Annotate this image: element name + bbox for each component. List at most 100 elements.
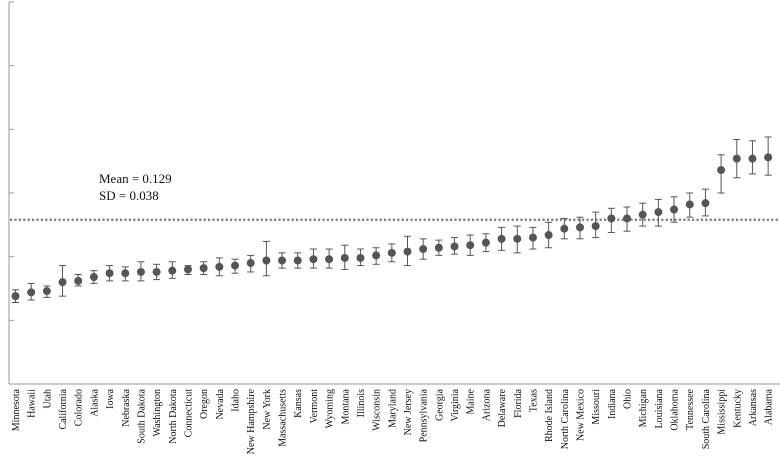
data-point — [403, 247, 412, 256]
data-point — [183, 265, 192, 274]
x-tick-label: Kansas — [293, 389, 304, 418]
data-point — [764, 153, 773, 162]
x-tick-label: California — [58, 388, 69, 429]
x-tick-label: South Dakota — [136, 388, 147, 443]
x-tick-label: Wisconsin — [372, 389, 383, 431]
x-tick-label: Utah — [42, 389, 53, 408]
data-point — [528, 233, 537, 242]
x-tick-label: New Hampshire — [246, 388, 257, 454]
x-tick-label: Vermont — [309, 389, 320, 424]
x-tick-label: Wyoming — [325, 389, 336, 428]
data-point — [638, 210, 647, 219]
x-tick-label: Mississippi — [717, 389, 728, 435]
x-tick-label: Alabama — [764, 388, 775, 425]
data-point — [74, 276, 83, 285]
data-point — [136, 267, 145, 276]
data-point — [215, 262, 224, 271]
data-point — [717, 166, 726, 175]
x-tick-label: Kentucky — [732, 389, 743, 428]
x-tick-label: Iowa — [105, 388, 116, 409]
data-point — [325, 255, 334, 264]
data-point — [434, 243, 443, 252]
data-point — [152, 267, 161, 276]
axes — [8, 1, 780, 385]
x-tick-label: Idaho — [231, 389, 242, 412]
x-tick-label: Oklahoma — [670, 388, 681, 430]
x-tick-label: Maryland — [387, 389, 398, 428]
data-point — [748, 154, 757, 163]
x-tick-label: Georgia — [434, 388, 445, 421]
x-tick-label: Arkansas — [748, 389, 759, 426]
x-tick-label: North Carolina — [560, 388, 571, 449]
data-point — [575, 223, 584, 232]
data-point — [560, 224, 569, 233]
data-point — [231, 261, 240, 270]
x-tick-label: Illinois — [356, 389, 367, 417]
data-point — [309, 255, 318, 264]
data-points — [11, 136, 773, 304]
x-tick-label: Louisiana — [654, 388, 665, 428]
x-tick-label: New Jersey — [403, 389, 414, 435]
x-tick-label: South Carolina — [701, 388, 712, 449]
x-tick-label: Texas — [528, 389, 539, 412]
x-tick-label: Arizona — [481, 388, 492, 421]
data-point — [105, 269, 114, 278]
mean-annotation: Mean = 0.129 — [99, 171, 172, 186]
data-point — [168, 266, 177, 275]
data-point — [419, 245, 428, 254]
x-tick-label: Connecticut — [183, 389, 194, 438]
x-tick-label: Rhode Island — [544, 389, 555, 442]
data-point — [58, 278, 67, 287]
data-point — [670, 205, 679, 214]
data-point — [623, 214, 632, 223]
data-point — [278, 256, 287, 265]
x-tick-label: Hawaii — [27, 389, 38, 418]
data-point — [497, 234, 506, 243]
x-tick-label: Florida — [513, 388, 524, 417]
data-point — [246, 259, 255, 268]
x-tick-label: Nevada — [215, 388, 226, 419]
x-tick-label: Missouri — [591, 389, 602, 425]
data-point — [450, 242, 459, 251]
data-point — [11, 292, 20, 301]
x-tick-label: Minnesota — [11, 388, 22, 431]
data-point — [544, 231, 553, 240]
x-tick-label: Pennsylvania — [419, 388, 430, 442]
data-point — [42, 287, 51, 296]
data-point — [481, 238, 490, 247]
x-tick-label: Delaware — [497, 388, 508, 427]
data-point — [356, 253, 365, 262]
x-tick-label: New York — [262, 389, 273, 430]
x-tick-label: Washington — [152, 389, 163, 437]
sd-annotation: SD = 0.038 — [99, 188, 159, 203]
x-tick-label: Virginia — [450, 388, 461, 421]
x-tick-label: Colorado — [74, 389, 85, 426]
x-tick-label: Ohio — [623, 389, 634, 409]
x-tick-label: Oregon — [199, 389, 210, 419]
data-point — [591, 222, 600, 231]
data-point — [340, 253, 349, 262]
x-tick-label: Maine — [466, 388, 477, 414]
data-point — [732, 154, 741, 163]
data-point — [607, 214, 616, 223]
data-point — [262, 256, 271, 265]
x-tick-label: Montana — [340, 388, 351, 424]
data-point — [121, 269, 130, 278]
data-point — [654, 208, 663, 217]
x-tick-label: Massachusetts — [278, 389, 289, 447]
data-point — [293, 256, 302, 265]
data-point — [27, 288, 36, 297]
data-point — [466, 241, 475, 250]
x-tick-label: Michigan — [638, 389, 649, 427]
data-point — [685, 200, 694, 209]
data-point — [372, 251, 381, 260]
data-point — [89, 273, 98, 282]
x-tick-label: Indiana — [607, 388, 618, 419]
data-point — [199, 264, 208, 273]
x-tick-labels: Minnesota Hawaii Utah California Colorado Ala… — [11, 388, 775, 454]
data-point — [513, 234, 522, 243]
x-tick-label: Nebraska — [121, 388, 132, 426]
data-point — [387, 248, 396, 257]
x-tick-label: New Mexico — [575, 389, 586, 441]
